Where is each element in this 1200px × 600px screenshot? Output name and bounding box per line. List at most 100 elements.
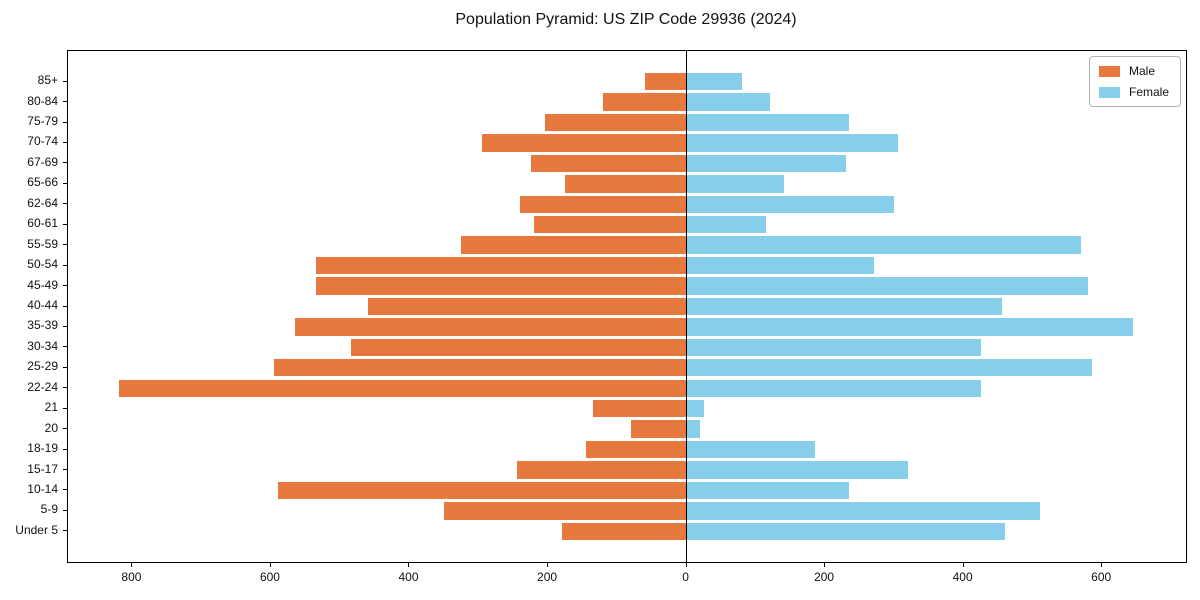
bar-female-Under 5 [686,522,1006,540]
legend-male-label: Male [1128,64,1155,78]
y-tick-label-45-49: 45-49 [27,277,58,292]
bar-male-40-44 [367,297,687,316]
x-tick-label-600: 600 [1091,570,1112,584]
y-tick-mark [63,121,67,123]
x-tick-label-200: 200 [537,570,558,584]
y-tick-label-5-9: 5-9 [40,502,58,517]
bar-male-30-34 [350,338,687,357]
y-tick-label-55-59: 55-59 [27,236,58,251]
bar-female-40-44 [686,297,1002,316]
y-tick-mark [63,509,67,511]
bar-female-70-74 [686,134,898,152]
bar-female-50-54 [686,256,874,275]
legend-item-male: Male [1098,64,1169,78]
bar-female-21 [686,400,704,418]
y-tick-label-22-24: 22-24 [27,379,58,394]
bar-male-50-54 [315,256,687,275]
x-tick-label-800: 800 [121,570,142,584]
y-tick-mark [63,80,67,82]
y-tick-mark [63,469,67,471]
bar-female-60-61 [686,216,767,234]
x-tick-mark [1101,563,1103,567]
bar-male-75-79 [544,113,687,132]
bar-female-15-17 [686,461,909,479]
y-tick-label-67-69: 67-69 [27,154,58,169]
bar-male-21 [593,400,687,418]
y-tick-label-75-79: 75-79 [27,114,58,129]
bar-female-25-29 [686,359,1092,377]
x-tick-label-400: 400 [398,570,419,584]
bar-female-18-19 [686,440,815,459]
bar-female-62-64 [686,195,895,213]
y-tick-label-35-39: 35-39 [27,318,58,333]
zero-axis-line [685,51,688,562]
bar-male-55-59 [461,236,687,254]
y-tick-mark [63,428,67,430]
y-tick-label-80-84: 80-84 [27,93,58,108]
bar-male-67-69 [530,154,687,173]
y-tick-label-60-61: 60-61 [27,216,58,231]
legend-item-female: Female [1098,85,1169,99]
bar-female-45-49 [686,277,1089,295]
bar-male-70-74 [482,134,687,152]
bar-female-55-59 [686,236,1082,254]
x-tick-label-400: 400 [952,570,973,584]
x-tick-mark [269,563,271,567]
y-tick-label-65-66: 65-66 [27,175,58,190]
y-tick-mark [63,530,67,532]
x-tick-label-200: 200 [814,570,835,584]
x-tick-mark [685,563,687,567]
y-tick-label-15-17: 15-17 [27,461,58,476]
bar-female-75-79 [686,113,850,132]
y-tick-mark [63,407,67,409]
x-tick-mark [131,563,133,567]
bar-male-22-24 [118,379,687,397]
y-tick-label-20: 20 [44,420,58,435]
y-tick-mark [63,387,67,389]
bar-male-10-14 [277,481,687,500]
y-tick-label-10-14: 10-14 [27,481,58,496]
x-tick-mark [547,563,549,567]
bar-female-5-9 [686,502,1040,520]
bar-male-80-84 [603,93,687,111]
y-tick-mark [63,182,67,184]
y-tick-mark [63,223,67,225]
bar-male-5-9 [444,502,687,520]
y-tick-mark [63,346,67,348]
bar-male-Under 5 [561,522,687,540]
y-tick-label-85+: 85+ [37,73,58,88]
bar-female-10-14 [686,481,850,500]
y-tick-label-30-34: 30-34 [27,338,58,353]
y-tick-mark [63,141,67,143]
x-tick-mark [962,563,964,567]
bar-male-15-17 [516,461,687,479]
y-tick-mark [63,325,67,327]
y-tick-label-Under 5: Under 5 [15,522,58,537]
y-tick-label-70-74: 70-74 [27,134,58,149]
x-tick-label-600: 600 [259,570,280,584]
legend: Male Female [1088,56,1181,107]
bar-male-45-49 [315,277,687,295]
y-tick-mark [63,489,67,491]
y-tick-mark [63,366,67,368]
bar-male-62-64 [520,195,687,213]
bar-female-65-66 [686,175,784,193]
bar-male-85+ [645,72,687,91]
bar-female-80-84 [686,93,770,111]
x-tick-mark [408,563,410,567]
x-tick-label-0: 0 [682,570,689,584]
bar-female-20 [686,420,701,438]
y-tick-label-40-44: 40-44 [27,298,58,312]
y-tick-label-25-29: 25-29 [27,359,58,374]
chart-title: Population Pyramid: US ZIP Code 29936 (2… [455,11,797,28]
y-tick-mark [63,285,67,287]
y-tick-label-50-54: 50-54 [27,257,58,272]
y-tick-mark [63,305,67,307]
bar-female-67-69 [686,154,846,173]
y-tick-label-21: 21 [44,400,58,415]
y-tick-mark [63,101,67,103]
legend-female-swatch [1098,86,1120,98]
bar-female-35-39 [686,318,1134,336]
x-tick-mark [824,563,826,567]
